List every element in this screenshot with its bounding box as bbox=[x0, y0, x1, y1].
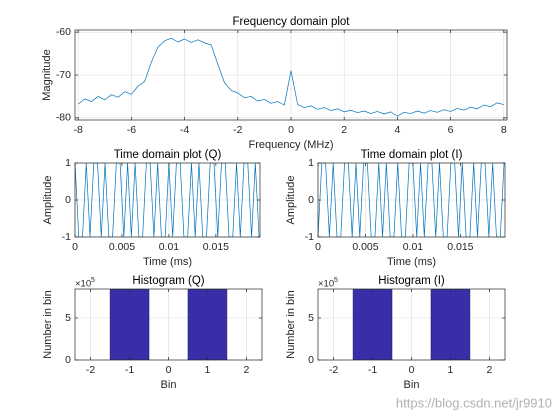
y-tick-label: -60 bbox=[56, 26, 71, 38]
x-tick-label: 1 bbox=[205, 364, 211, 376]
axes-title: Time domain plot (Q) bbox=[114, 149, 222, 161]
x-tick-label: -1 bbox=[125, 364, 134, 376]
x-axis-label: Bin bbox=[404, 379, 420, 391]
x-tick-label: -2 bbox=[329, 364, 338, 376]
x-tick-label: 0 bbox=[288, 124, 294, 136]
y-tick-label: -1 bbox=[62, 231, 71, 243]
data-layer bbox=[109, 289, 228, 360]
x-tick-label: -2 bbox=[233, 124, 242, 136]
x-tick-label: 0 bbox=[166, 364, 172, 376]
data-layer bbox=[352, 289, 471, 360]
x-axis-label: Bin bbox=[161, 379, 177, 391]
y-tick-label: -70 bbox=[56, 69, 71, 81]
y-tick-label: 5 bbox=[65, 312, 71, 324]
histogram-bar bbox=[352, 289, 393, 360]
y-tick-label: 0 bbox=[65, 194, 71, 206]
x-tick-label: 0.01 bbox=[159, 241, 180, 253]
x-tick-label: 0 bbox=[409, 364, 415, 376]
x-axis-label: Frequency (MHz) bbox=[249, 139, 334, 151]
x-tick-label: 6 bbox=[448, 124, 454, 136]
y-axis-label: Number in bin bbox=[285, 290, 297, 358]
data-line bbox=[318, 163, 505, 237]
y-multiplier: ×10 bbox=[75, 279, 91, 290]
y-tick-label: 0 bbox=[308, 194, 314, 206]
y-multiplier-exponent: 5 bbox=[91, 277, 95, 284]
x-tick-label: 0.01 bbox=[403, 241, 424, 253]
x-tick-label: 0.015 bbox=[447, 241, 473, 253]
x-tick-label: -2 bbox=[86, 364, 95, 376]
axes-title: Time domain plot (I) bbox=[361, 149, 463, 161]
x-tick-label: 0.005 bbox=[352, 241, 378, 253]
y-multiplier-exponent: 5 bbox=[334, 277, 338, 284]
axes: -2 -1 0 1 2 0 5 Histogram (Q) Bin Number in bin ×1… bbox=[42, 275, 263, 391]
axes-title: Histogram (I) bbox=[378, 275, 445, 287]
data-layer bbox=[77, 37, 504, 117]
x-tick-label: -4 bbox=[180, 124, 189, 136]
y-tick-label: 0 bbox=[65, 354, 71, 366]
y-tick-label: 5 bbox=[308, 312, 314, 324]
axes-title: Histogram (Q) bbox=[132, 275, 204, 287]
y-axis-label: Magnitude bbox=[41, 49, 53, 100]
y-axis-label: Amplitude bbox=[42, 176, 54, 225]
histogram-bar bbox=[187, 289, 228, 360]
histogram-bar bbox=[109, 289, 150, 360]
x-tick-label: 1 bbox=[448, 364, 454, 376]
y-axis-label: Amplitude bbox=[285, 176, 297, 225]
axes-title: Frequency domain plot bbox=[233, 16, 351, 28]
x-axis-label: Time (ms) bbox=[143, 256, 192, 268]
x-tick-label: -6 bbox=[127, 124, 136, 136]
y-multiplier: ×10 bbox=[318, 279, 334, 290]
x-tick-label: 0 bbox=[72, 241, 78, 253]
y-tick-label: 0 bbox=[308, 354, 314, 366]
y-tick-label: -80 bbox=[56, 112, 71, 124]
y-axis-label: Number in bin bbox=[42, 290, 54, 358]
x-axis-label: Time (ms) bbox=[387, 256, 436, 268]
axes: -2 -1 0 1 2 0 5 Histogram (I) Bin Number in bin ×1… bbox=[285, 275, 506, 391]
data-line bbox=[75, 163, 260, 237]
x-tick-label: -8 bbox=[74, 124, 83, 136]
x-tick-label: 0.015 bbox=[203, 241, 229, 253]
y-tick-label: 1 bbox=[65, 157, 71, 169]
data-layer bbox=[75, 163, 260, 237]
x-tick-label: -1 bbox=[368, 364, 377, 376]
x-tick-label: 8 bbox=[501, 124, 507, 136]
x-tick-label: 2 bbox=[486, 364, 492, 376]
x-tick-label: 2 bbox=[341, 124, 347, 136]
x-tick-label: 0.005 bbox=[109, 241, 135, 253]
y-tick-label: -1 bbox=[305, 231, 314, 243]
x-tick-label: 0 bbox=[315, 241, 321, 253]
x-tick-label: 2 bbox=[243, 364, 249, 376]
y-tick-label: 1 bbox=[308, 157, 314, 169]
data-line bbox=[77, 37, 504, 117]
histogram-bar bbox=[430, 289, 471, 360]
data-layer bbox=[318, 163, 505, 237]
watermark: https://blog.csdn.net/jr9910 bbox=[396, 395, 552, 410]
axes: -8 -6 -4 -2 0 2 4 6 8 -80 -70 -60 Frequency domain p… bbox=[41, 16, 508, 151]
x-tick-label: 4 bbox=[394, 124, 400, 136]
